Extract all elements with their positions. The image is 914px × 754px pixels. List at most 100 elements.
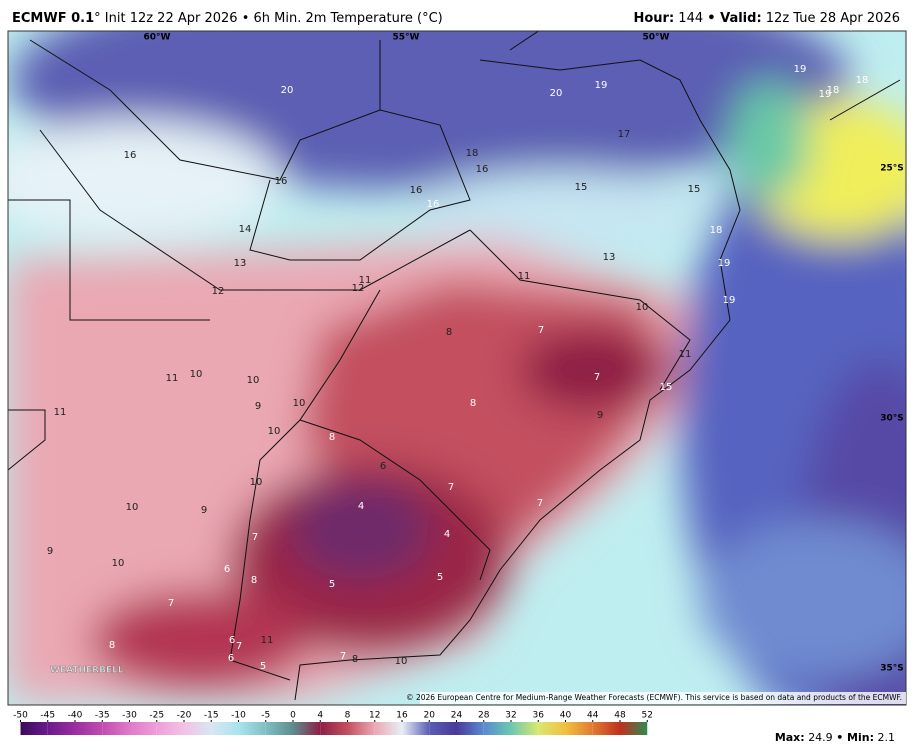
colorbar-tick-label: 52 — [642, 711, 653, 721]
colorbar-segment — [374, 722, 402, 735]
point-value: 6 — [229, 635, 235, 646]
colorbar-segment — [456, 722, 484, 735]
longitude-label: 60°W — [144, 33, 171, 43]
point-value: 19 — [819, 89, 832, 100]
point-value: 16 — [410, 185, 423, 196]
colorbar-segment — [538, 722, 566, 735]
point-value: 13 — [603, 252, 616, 263]
point-value: 18 — [710, 225, 723, 236]
point-value: 9 — [255, 401, 261, 412]
point-value: 19 — [718, 258, 731, 269]
point-value: 5 — [260, 661, 266, 672]
copyright: © 2026 European Centre for Medium-Range … — [406, 693, 902, 702]
point-value: 9 — [201, 505, 207, 516]
min: 2.1 — [878, 731, 896, 744]
colorbar-tick-label: 16 — [396, 711, 408, 721]
point-value: 5 — [437, 572, 443, 583]
point-value: 7 — [594, 372, 600, 383]
point-value: 20 — [550, 88, 563, 99]
point-value: 7 — [448, 482, 454, 493]
point-value: 12 — [352, 283, 365, 294]
colorbar-segment — [293, 722, 321, 735]
point-value: 13 — [234, 258, 247, 269]
colorbar-tick-label: 32 — [505, 711, 516, 721]
point-value: 10 — [636, 302, 649, 313]
colorbar-tick-label: -45 — [40, 711, 55, 721]
point-value: 12 — [212, 286, 225, 297]
point-value: 18 — [466, 148, 479, 159]
colorbar-segment — [47, 722, 75, 735]
colorbar-tick-label: 4 — [317, 711, 323, 721]
colorbar-segment — [184, 722, 212, 735]
point-value: 18 — [827, 85, 840, 96]
point-value: 7 — [236, 641, 242, 652]
latitude-label: 30°S — [880, 414, 904, 424]
point-value: 7 — [538, 325, 544, 336]
point-value: 6 — [224, 564, 230, 575]
colorbar-segment — [102, 722, 130, 735]
point-value: 19 — [794, 64, 807, 75]
point-value: 10 — [126, 502, 139, 513]
point-value: 6 — [380, 461, 386, 472]
point-value: 10 — [268, 426, 281, 437]
colorbar-segment — [156, 722, 184, 735]
point-value: 16 — [427, 199, 440, 210]
colorbar-segment — [402, 722, 430, 735]
point-value: 8 — [329, 432, 335, 443]
point-value: 14 — [239, 224, 252, 235]
point-value: 4 — [444, 529, 450, 540]
colorbar-segment — [320, 722, 348, 735]
colorbar-tick-label: -35 — [95, 711, 110, 721]
longitude-label: 55°W — [393, 33, 420, 43]
hour: 144 — [678, 11, 703, 26]
colorbar-segment — [347, 722, 375, 735]
point-value: 11 — [518, 271, 531, 282]
colorbar-tick-label: -10 — [231, 711, 246, 721]
point-value: 4 — [358, 501, 364, 512]
colorbar-tick-label: 20 — [424, 711, 436, 721]
point-value: 10 — [250, 477, 263, 488]
point-value: 10 — [247, 375, 260, 386]
title-rest: ° Init 12z 22 Apr 2026 • 6h Min. 2m Temp… — [94, 11, 443, 26]
latitude-label: 25°S — [880, 164, 904, 174]
valid-label: • Valid: — [707, 11, 761, 26]
colorbar-tick-label: -15 — [204, 711, 219, 721]
colorbar-tick-label: -20 — [177, 711, 192, 721]
colorbar-segment — [429, 722, 457, 735]
colorbar-segment — [620, 722, 648, 735]
hour-label: Hour: — [633, 11, 674, 26]
colorbar-tick-label: 28 — [478, 711, 490, 721]
map-frame — [7, 30, 907, 706]
point-value: 10 — [395, 656, 408, 667]
colorbar-tick-label: -40 — [68, 711, 83, 721]
colorbar-segment — [265, 722, 293, 735]
colorbar-segment — [20, 722, 48, 735]
longitude-label: 50°W — [643, 33, 670, 43]
point-value: 15 — [575, 182, 588, 193]
header-valid: Hour: 144 • Valid: 12z Tue 28 Apr 2026 — [633, 11, 900, 26]
point-value: 16 — [124, 150, 137, 161]
point-value: 7 — [537, 498, 543, 509]
colorbar-segment — [238, 722, 266, 735]
colorbar-tick-label: 48 — [614, 711, 626, 721]
point-value: 5 — [329, 579, 335, 590]
point-value: 11 — [261, 635, 274, 646]
point-value: 10 — [190, 369, 203, 380]
point-value: 10 — [293, 398, 306, 409]
colorbar-tick-label: 40 — [560, 711, 572, 721]
colorbar-tick-label: 0 — [290, 711, 296, 721]
point-value: 7 — [252, 532, 258, 543]
colorbar-tick-label: -30 — [122, 711, 137, 721]
model: ECMWF 0.1 — [12, 11, 94, 26]
borders — [8, 31, 901, 701]
max: 24.9 — [808, 731, 833, 744]
point-value: 17 — [618, 129, 631, 140]
point-value: 7 — [168, 598, 174, 609]
point-value: 8 — [109, 640, 115, 651]
point-value: 11 — [54, 407, 67, 418]
point-value: 15 — [688, 184, 701, 195]
point-value: 15 — [660, 382, 673, 393]
colorbar-segment — [75, 722, 103, 735]
